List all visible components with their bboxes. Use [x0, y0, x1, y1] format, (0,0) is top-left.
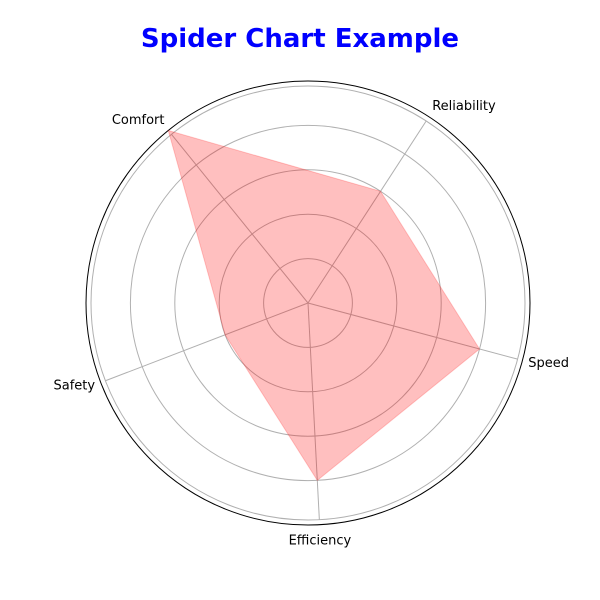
series-layer	[167, 129, 481, 482]
series-area-1	[167, 129, 481, 482]
axis-label-comfort: Comfort	[112, 113, 165, 128]
spoke-comfort	[171, 134, 309, 304]
polar-frame	[85, 80, 531, 526]
axis-label-efficiency: Efficiency	[289, 534, 352, 549]
chart-title: Spider Chart Example	[140, 24, 460, 54]
axis-label-layer: Speed Reliability Comfort Safety Efficiency	[54, 99, 569, 549]
spoke-reliability	[307, 120, 427, 304]
axis-label-speed: Speed	[528, 356, 569, 371]
grid-circle-1	[263, 258, 353, 348]
grid-circle-3	[174, 169, 442, 437]
spoke-safety	[105, 302, 309, 382]
spoke-efficiency	[307, 302, 320, 520]
grid-circle-2	[218, 213, 398, 393]
grid-layer	[85, 80, 531, 526]
spoke-speed	[307, 302, 518, 360]
grid-circle-outer	[90, 85, 526, 521]
axis-label-reliability: Reliability	[432, 99, 496, 114]
grid-circle-4	[129, 124, 487, 482]
axis-label-safety: Safety	[54, 379, 96, 394]
